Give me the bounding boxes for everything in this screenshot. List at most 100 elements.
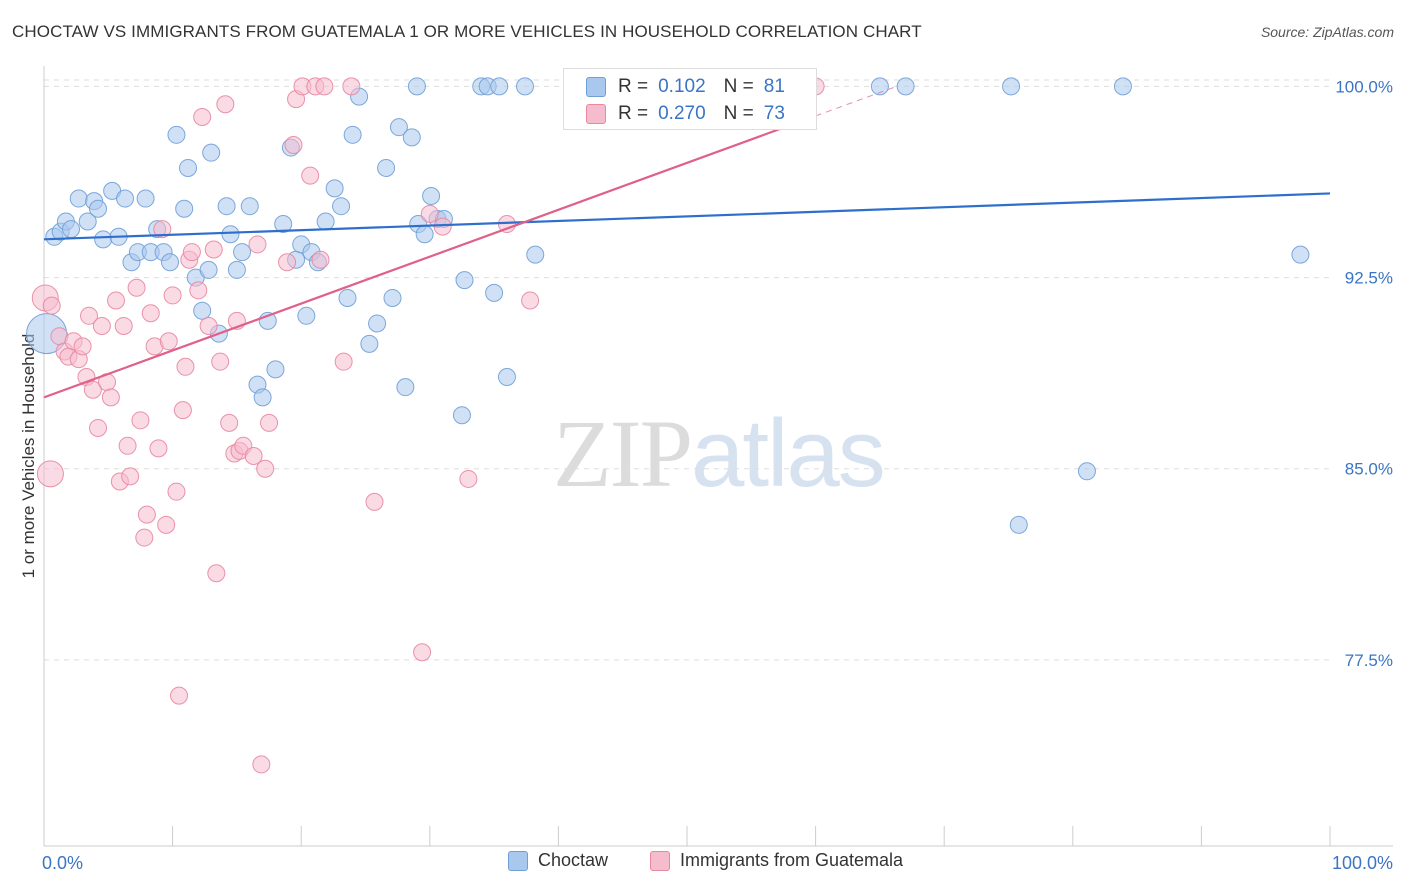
guatemala-trendline	[43, 114, 816, 399]
y-tick-label: 77.5%	[1345, 651, 1393, 670]
choctaw-point	[402, 128, 421, 147]
guatemala-point	[216, 95, 235, 114]
choctaw-point	[161, 253, 180, 272]
choctaw-point	[136, 189, 155, 208]
choctaw-point	[383, 288, 402, 307]
guatemala-point	[118, 436, 137, 455]
guatemala-point	[135, 528, 154, 547]
choctaw-point	[199, 260, 218, 279]
guatemala-point	[207, 564, 226, 583]
guatemala-point	[73, 337, 92, 356]
choctaw-point	[175, 199, 194, 218]
guatemala-point	[153, 220, 172, 239]
choctaw-point	[343, 125, 362, 144]
choctaw-point	[316, 212, 335, 231]
choctaw-point	[62, 220, 81, 239]
chart-title: CHOCTAW VS IMMIGRANTS FROM GUATEMALA 1 O…	[12, 22, 922, 41]
choctaw-point	[515, 77, 534, 96]
guatemala-point	[315, 77, 334, 96]
guatemala-point	[248, 235, 267, 254]
choctaw-point	[116, 189, 135, 208]
guatemala-point	[83, 380, 102, 399]
legend-label-choctaw: Choctaw	[538, 850, 609, 870]
source-label: Source: ZipAtlas.com	[1260, 24, 1394, 40]
choctaw-point	[253, 388, 272, 407]
guatemala-point	[182, 243, 201, 262]
guatemala-point	[137, 505, 156, 524]
choctaw-point	[274, 215, 293, 234]
guatemala-point	[89, 418, 108, 437]
guatemala-point	[127, 278, 146, 297]
choctaw-point	[233, 243, 252, 262]
choctaw-point	[1113, 77, 1132, 96]
choctaw-point	[526, 245, 545, 264]
stats-swatch-pink	[586, 104, 606, 124]
guatemala-point	[256, 459, 275, 478]
choctaw-point	[389, 118, 408, 137]
legend-item-guatemala[interactable]: Immigrants from Guatemala	[650, 850, 903, 871]
legend-swatch-pink	[650, 850, 670, 871]
guatemala-point	[199, 317, 218, 335]
choctaw-point	[89, 199, 108, 218]
guatemala-point	[121, 467, 140, 486]
choctaw-point	[377, 158, 396, 177]
stats-r-value: 0.102	[658, 76, 706, 97]
guatemala-point	[163, 286, 182, 305]
choctaw-point	[415, 225, 434, 244]
guatemala-point	[114, 317, 133, 335]
choctaw-point	[69, 189, 88, 208]
guatemala-point	[131, 411, 150, 430]
choctaw-point	[870, 77, 889, 96]
guatemala-point	[141, 304, 160, 323]
guatemala-point	[459, 469, 478, 488]
choctaw-point	[452, 406, 471, 425]
guatemala-point	[167, 482, 186, 501]
guatemala-point	[420, 204, 439, 223]
stats-legend-box: R = 0.102 N = 81 R = 0.270 N = 73	[563, 68, 817, 130]
y-tick-label: 100.0%	[1335, 77, 1393, 96]
guatemala-point	[278, 253, 297, 272]
guatemala-point	[334, 352, 353, 371]
zipatlas-watermark: ZIPatlas	[553, 398, 886, 509]
y-tick-label: 85.0%	[1345, 460, 1393, 479]
guatemala-point	[244, 447, 263, 465]
guatemala-point	[189, 281, 208, 300]
choctaw-point	[297, 306, 316, 325]
stats-r-label: R =	[618, 76, 649, 97]
x-tick-label: 0.0%	[42, 853, 83, 873]
choctaw-point	[94, 230, 113, 249]
choctaw-point	[368, 314, 387, 333]
guatemala-point	[365, 492, 384, 511]
stats-r-label: R =	[618, 103, 649, 124]
guatemala-point	[260, 413, 279, 432]
choctaw-point	[240, 197, 259, 216]
legend-item-choctaw[interactable]: Choctaw	[508, 850, 608, 871]
stats-n-label: N =	[723, 103, 754, 124]
choctaw-point	[221, 225, 240, 244]
guatemala-point	[170, 686, 189, 705]
y-axis-title: 1 or more Vehicles in Household	[19, 334, 38, 579]
guatemala-point	[211, 352, 230, 371]
guatemala-point	[193, 107, 212, 126]
bottom-legend: Choctaw Immigrants from Guatemala	[0, 850, 1406, 880]
choctaw-point	[455, 271, 474, 290]
choctaw-point	[266, 360, 285, 379]
choctaw-point	[325, 179, 344, 198]
choctaw-point	[202, 143, 221, 162]
guatemala-point	[342, 77, 361, 96]
choctaw-point	[179, 158, 198, 177]
stats-row-choctaw: R = 0.102 N = 81	[586, 72, 785, 102]
guatemala-point	[220, 413, 239, 432]
choctaw-point	[1009, 515, 1028, 534]
guatemala-point	[284, 136, 303, 155]
guatemala-point	[252, 755, 271, 774]
choctaw-point	[338, 288, 357, 307]
guatemala-point	[521, 291, 540, 310]
choctaw-point	[1002, 77, 1021, 96]
choctaw-point	[485, 283, 504, 302]
guatemala-point	[101, 388, 120, 407]
choctaw-point	[332, 197, 351, 216]
choctaw-point	[497, 367, 516, 386]
stats-n-label: N =	[723, 76, 754, 97]
